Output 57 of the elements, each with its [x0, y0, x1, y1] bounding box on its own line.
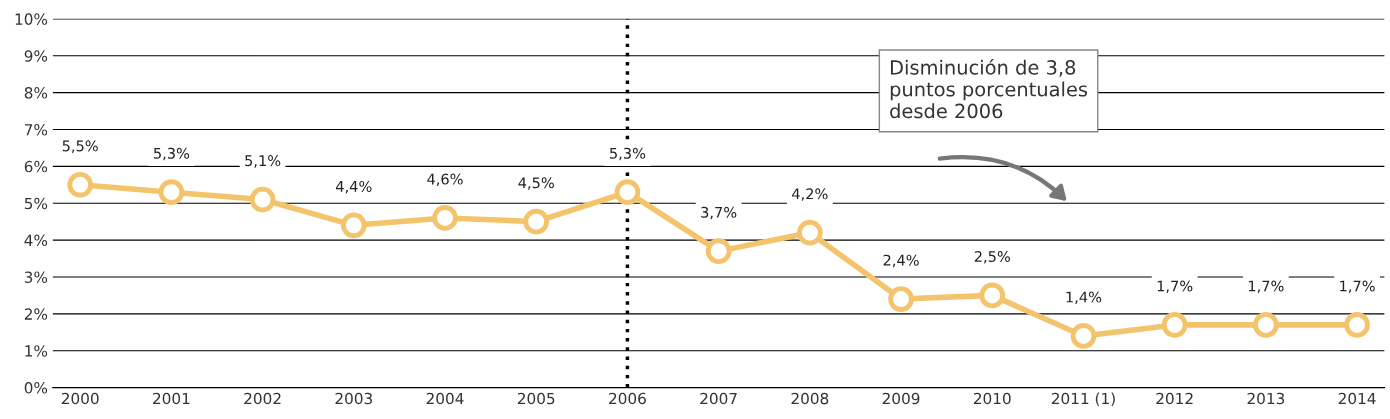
- point: [888, 286, 914, 312]
- data-label: 4,5%: [518, 177, 554, 190]
- x-tick-label: 2003: [335, 392, 373, 405]
- point: [340, 212, 367, 239]
- x-tick-label: 2011 (1): [1051, 392, 1115, 407]
- x-tick-label: 2004: [426, 392, 464, 405]
- point: [1070, 323, 1097, 349]
- y-tick-label: 6%: [24, 160, 48, 173]
- x-tick-label: 2008: [791, 392, 829, 405]
- x-tick-label: 2002: [244, 392, 281, 405]
- data-label: 2,4%: [883, 254, 919, 268]
- annotation: Disminución de 3,8 puntos porcentuales desde 2006: [890, 58, 1088, 119]
- x-tick-label: 2005: [517, 392, 555, 405]
- point: [796, 219, 823, 246]
- data-label: 4,6%: [427, 173, 463, 187]
- y-tick-label: 4%: [24, 234, 48, 247]
- data-label: 1,7%: [1248, 280, 1284, 293]
- data-label: 5,3%: [153, 147, 190, 161]
- point: [979, 282, 1006, 309]
- point: [523, 208, 550, 235]
- y-tick-label: 10%: [15, 13, 48, 25]
- data-label: 5,5%: [62, 140, 98, 153]
- x-tick-label: 2014: [1338, 392, 1376, 405]
- point: [158, 179, 185, 205]
- point: [249, 186, 276, 213]
- data-label: 4,4%: [335, 180, 372, 194]
- data-label: 5,1%: [245, 155, 281, 168]
- x-tick-label: 2006: [609, 392, 646, 405]
- x-tick-label: 2013: [1247, 392, 1285, 405]
- x-tick-label: 2009: [882, 392, 920, 405]
- data-label: 1,7%: [1157, 280, 1193, 293]
- data-label: 3,7%: [701, 206, 737, 220]
- x-tick-label: 2001: [153, 392, 190, 405]
- y-tick-label: 0%: [24, 382, 48, 394]
- data-label: 2,5%: [974, 250, 1010, 264]
- x-tick-label: 2000: [61, 392, 99, 405]
- data-label: 1,7%: [1340, 280, 1375, 293]
- data-label: 1,4%: [1066, 291, 1102, 305]
- y-tick-label: 9%: [24, 50, 48, 62]
- x-tick-label: 2012: [1156, 392, 1193, 405]
- y-tick-label: 5%: [24, 197, 48, 210]
- y-tick-label: 1%: [25, 345, 48, 357]
- point: [432, 205, 458, 231]
- data-label: 4,2%: [792, 188, 828, 201]
- point: [614, 179, 641, 205]
- point: [1253, 312, 1279, 338]
- point: [1344, 312, 1370, 338]
- point: [1161, 312, 1188, 338]
- y-tick-label: 7%: [24, 123, 48, 136]
- y-tick-label: 3%: [24, 271, 48, 283]
- point: [705, 238, 732, 264]
- y-tick-label: 2%: [24, 308, 48, 320]
- x-tick-label: 2007: [700, 392, 737, 405]
- y-tick-label: 8%: [24, 87, 48, 99]
- data-label: 5,3%: [610, 147, 646, 161]
- x-tick-label: 2010: [973, 392, 1011, 405]
- point: [67, 171, 94, 198]
